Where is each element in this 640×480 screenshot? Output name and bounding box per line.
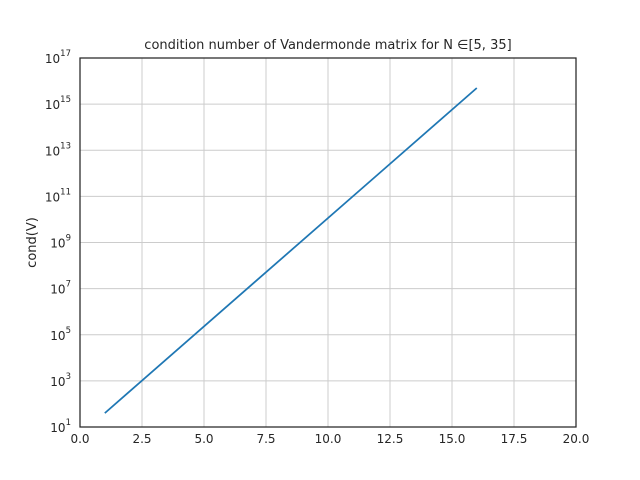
plot-frame — [79, 57, 577, 428]
y-tick-label: 1011 — [45, 187, 71, 204]
y-tick-label: 103 — [50, 372, 71, 389]
y-tick-label: 109 — [50, 234, 71, 251]
x-tick-label: 5.0 — [194, 432, 213, 446]
y-tick-label: 107 — [50, 280, 71, 297]
x-tick-label: 0.0 — [70, 432, 89, 446]
x-tick-label: 10.0 — [315, 432, 342, 446]
gridlines — [79, 57, 577, 428]
y-tick-label: 1015 — [45, 95, 71, 112]
y-tick-label: 1013 — [45, 141, 71, 158]
x-tick-label: 12.5 — [377, 432, 404, 446]
x-tick-label: 15.0 — [439, 432, 466, 446]
y-tick-label: 1017 — [45, 49, 71, 66]
y-tick-label: 101 — [50, 418, 71, 435]
x-tick-label: 20.0 — [563, 432, 590, 446]
x-axis-ticks: 0.0 2.5 5.0 7.5 10.0 12.5 15.0 17.5 20.0 — [70, 432, 589, 446]
y-axis-label: cond(V) — [25, 217, 40, 268]
x-tick-label: 7.5 — [256, 432, 275, 446]
series-line — [104, 87, 478, 414]
chart-title: condition number of Vandermonde matrix f… — [144, 38, 511, 53]
x-tick-label: 17.5 — [501, 432, 528, 446]
y-tick-label: 105 — [50, 326, 71, 343]
series-lines — [104, 87, 478, 414]
x-tick-label: 2.5 — [132, 432, 151, 446]
y-axis-ticks: 101 103 105 107 109 1011 1013 1015 1017 — [45, 49, 71, 435]
